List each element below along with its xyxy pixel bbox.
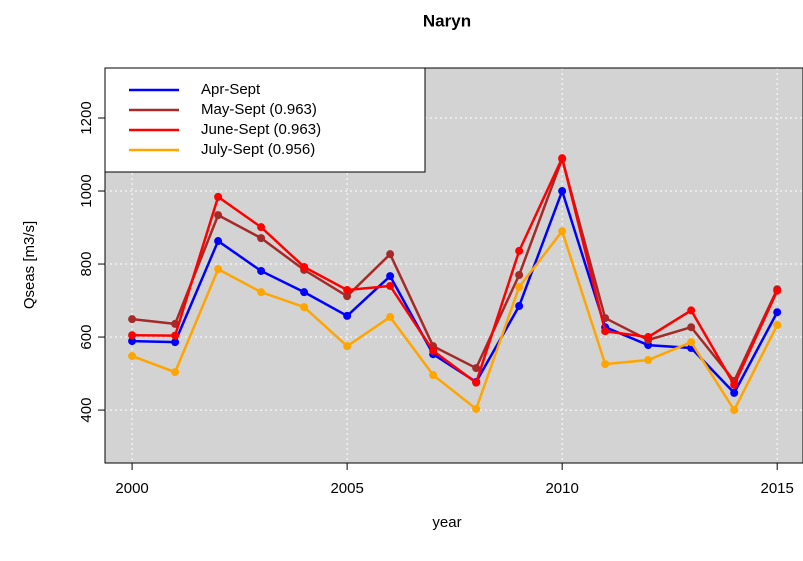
data-point bbox=[687, 306, 696, 315]
data-point bbox=[300, 288, 309, 297]
data-point bbox=[257, 266, 266, 275]
y-tick-label: 400 bbox=[78, 398, 95, 423]
data-point bbox=[171, 331, 180, 340]
data-point bbox=[257, 223, 266, 232]
legend-label: July-Sept (0.956) bbox=[201, 141, 315, 158]
data-point bbox=[171, 338, 180, 347]
data-point bbox=[730, 380, 739, 389]
data-point bbox=[343, 311, 352, 320]
data-point bbox=[515, 302, 524, 311]
chart-title: Naryn bbox=[423, 11, 471, 30]
data-point bbox=[300, 262, 309, 271]
data-point bbox=[558, 154, 567, 163]
data-point bbox=[128, 352, 137, 361]
data-point bbox=[429, 371, 438, 380]
data-point bbox=[730, 388, 739, 397]
data-point bbox=[257, 288, 266, 297]
data-point bbox=[558, 227, 567, 236]
x-tick-label: 2010 bbox=[545, 480, 578, 497]
data-point bbox=[429, 346, 438, 355]
data-point bbox=[601, 360, 610, 369]
x-tick-label: 2015 bbox=[761, 480, 794, 497]
plot-frame bbox=[104, 67, 803, 464]
data-point bbox=[343, 342, 352, 351]
data-point bbox=[687, 323, 696, 332]
data-point bbox=[128, 337, 137, 346]
data-point bbox=[644, 333, 653, 342]
y-tick-label: 600 bbox=[78, 325, 95, 350]
legend-label: Apr-Sept bbox=[201, 81, 261, 98]
data-point bbox=[515, 283, 524, 292]
data-point bbox=[773, 308, 782, 317]
data-point bbox=[687, 338, 696, 347]
y-tick-label: 1000 bbox=[78, 174, 95, 207]
y-tick-label: 1200 bbox=[78, 101, 95, 134]
data-point bbox=[214, 192, 223, 201]
data-point bbox=[214, 265, 223, 274]
x-tick-label: 2000 bbox=[115, 480, 148, 497]
data-point bbox=[601, 327, 610, 336]
data-point bbox=[472, 364, 481, 373]
data-point bbox=[386, 272, 395, 281]
data-point bbox=[730, 406, 739, 415]
series-line bbox=[131, 228, 779, 413]
data-point bbox=[257, 234, 266, 243]
y-tick-label: 800 bbox=[78, 252, 95, 277]
data-point bbox=[214, 237, 223, 246]
x-tick-label: 2005 bbox=[330, 480, 363, 497]
data-point bbox=[300, 303, 309, 312]
data-point bbox=[472, 378, 481, 387]
y-axis-label: Qseas [m3/s] bbox=[21, 221, 38, 309]
data-point bbox=[128, 315, 137, 324]
data-point bbox=[343, 292, 352, 301]
data-point bbox=[773, 286, 782, 295]
data-point bbox=[386, 312, 395, 321]
data-point bbox=[386, 250, 395, 259]
data-point bbox=[515, 270, 524, 279]
data-point bbox=[773, 321, 782, 330]
data-point bbox=[214, 211, 223, 220]
legend-label: June-Sept (0.963) bbox=[201, 121, 321, 138]
data-point bbox=[515, 246, 524, 255]
data-point bbox=[558, 187, 567, 196]
data-point bbox=[343, 285, 352, 294]
x-axis-label: year bbox=[432, 514, 461, 531]
data-point bbox=[171, 368, 180, 377]
series-line bbox=[131, 154, 779, 384]
data-point bbox=[472, 404, 481, 413]
legend-label: May-Sept (0.963) bbox=[201, 101, 317, 118]
series-line bbox=[132, 154, 779, 388]
data-point bbox=[644, 356, 653, 365]
data-point bbox=[128, 331, 137, 340]
legend-box bbox=[104, 67, 426, 173]
data-point bbox=[386, 281, 395, 290]
